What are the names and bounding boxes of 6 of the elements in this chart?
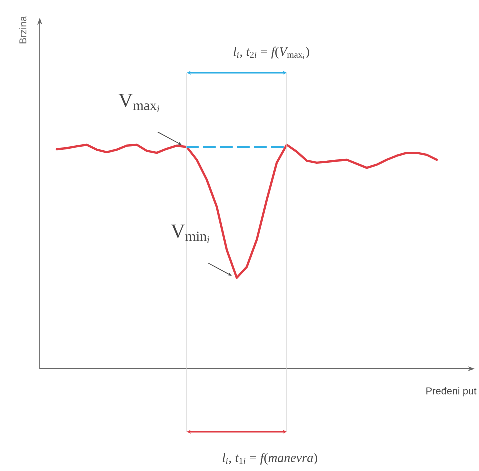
text: $l_i\text{, }t_{1i} = f(manevra)$ (222, 453, 318, 465)
text: $l_i\text{, }t_{2i} = f(V_{\mathrm{max}_i})$ (234, 46, 310, 60)
x-axis-title: Pređeni put (426, 387, 477, 397)
text: $\mathrm{V}_{\mathrm{max}_i}$ (118, 94, 160, 112)
annotation: $\mathrm{V}_{\mathrm{min}_i}$ (171, 224, 210, 244)
text: Brzina (19, 16, 27, 44)
